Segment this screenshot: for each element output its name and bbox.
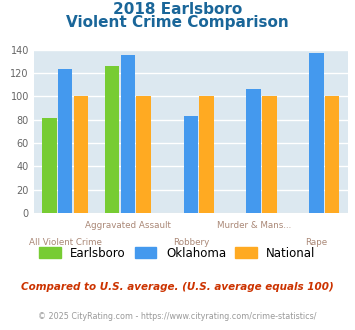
Text: All Violent Crime: All Violent Crime [29,238,102,247]
Bar [42,118,57,213]
Bar [184,116,198,213]
Bar [262,96,277,213]
Text: 2018 Earlsboro: 2018 Earlsboro [113,2,242,16]
Bar [105,66,120,213]
Legend: Earlsboro, Oklahoma, National: Earlsboro, Oklahoma, National [35,242,320,264]
Text: Murder & Mans...: Murder & Mans... [217,221,291,230]
Bar [73,96,88,213]
Bar [136,96,151,213]
Bar [121,55,135,213]
Text: Violent Crime Comparison: Violent Crime Comparison [66,15,289,30]
Bar [325,96,339,213]
Bar [309,53,324,213]
Bar [246,89,261,213]
Text: Compared to U.S. average. (U.S. average equals 100): Compared to U.S. average. (U.S. average … [21,282,334,292]
Text: Robbery: Robbery [173,238,209,247]
Bar [58,69,72,213]
Text: © 2025 CityRating.com - https://www.cityrating.com/crime-statistics/: © 2025 CityRating.com - https://www.city… [38,312,317,321]
Text: Aggravated Assault: Aggravated Assault [85,221,171,230]
Text: Rape: Rape [305,238,328,247]
Bar [199,96,214,213]
